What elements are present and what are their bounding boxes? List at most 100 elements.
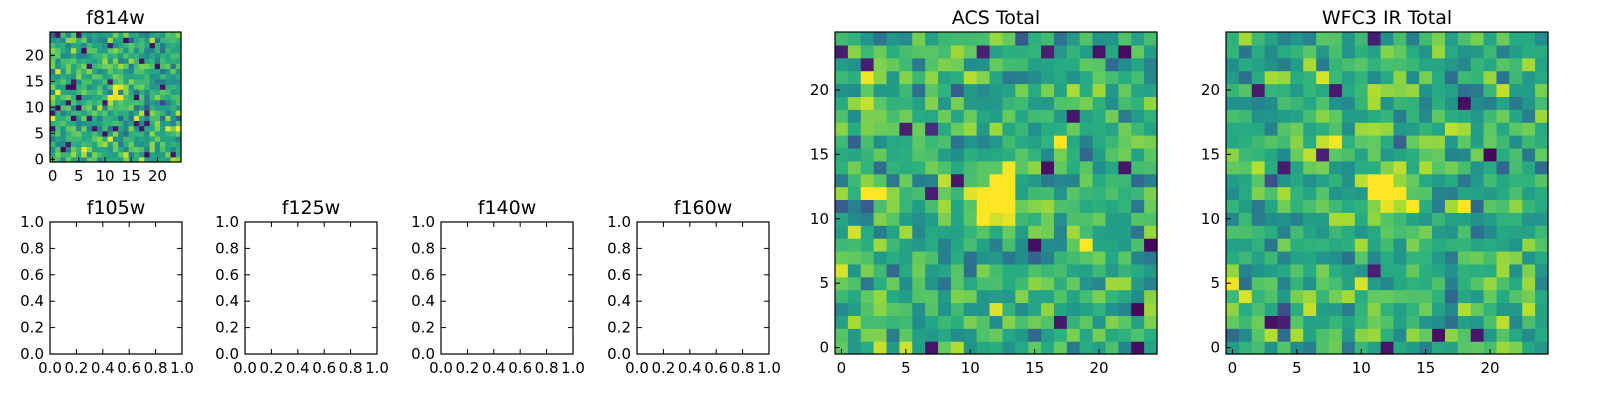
heatmap-cell: [1393, 160, 1407, 175]
heatmap-cell: [102, 136, 109, 142]
heatmap-cell: [123, 89, 130, 95]
heatmap-cell: [976, 96, 991, 110]
heatmap-cell: [950, 302, 965, 316]
heatmap-cell: [835, 225, 849, 239]
heatmap-cell: [1470, 83, 1485, 97]
heatmap-cell: [1002, 109, 1016, 123]
heatmap-cell: [1457, 341, 1472, 355]
heatmap-cell: [912, 173, 926, 188]
heatmap-cell: [1509, 173, 1523, 188]
heatmap-cell: [1092, 147, 1107, 162]
heatmap-cell: [1483, 225, 1498, 239]
heatmap-cell: [873, 276, 888, 291]
heatmap-cell: [912, 238, 926, 252]
heatmap-cell: [1509, 302, 1523, 316]
heatmap-cell: [1406, 302, 1420, 316]
heatmap-cell: [170, 156, 177, 163]
heatmap-cell: [165, 68, 172, 75]
heatmap-cell: [102, 37, 109, 43]
heatmap-cell: [1316, 250, 1330, 265]
heatmap-cell: [1354, 289, 1369, 304]
heatmap-cell: [899, 44, 913, 59]
heatmap-cell: [76, 89, 83, 95]
heatmap-cell: [165, 130, 172, 137]
heatmap-cell: [76, 104, 83, 111]
heatmap-cell: [1290, 122, 1304, 136]
heatmap-cell: [950, 96, 965, 110]
heatmap-cell: [976, 263, 991, 278]
heatmap-cell: [1226, 83, 1240, 97]
heatmap-cell: [912, 212, 926, 226]
heatmap-cell: [873, 212, 888, 226]
heatmap-cell: [144, 120, 151, 127]
heatmap-cell: [1041, 96, 1055, 110]
heatmap-cell: [1053, 199, 1068, 213]
heatmap-cell: [1367, 135, 1382, 149]
heatmap-cell: [1432, 109, 1446, 123]
heatmap-cell: [118, 42, 124, 49]
heatmap-cell: [1406, 250, 1420, 265]
heatmap-cell: [133, 52, 140, 59]
heatmap-cell: [86, 104, 93, 111]
heatmap-cell: [97, 37, 103, 43]
heatmap-cell: [925, 315, 939, 329]
axes-frame: [49, 221, 183, 355]
heatmap-cell: [165, 63, 172, 69]
heatmap-cell: [950, 238, 965, 252]
x-tick-label: 0.2: [455, 359, 479, 377]
heatmap-cell: [133, 146, 140, 153]
heatmap-cell: [102, 63, 109, 69]
heatmap-cell: [107, 42, 114, 49]
heatmap-cell: [1028, 109, 1042, 123]
heatmap-cell: [97, 78, 103, 85]
heatmap-cell: [1444, 276, 1459, 291]
heatmap-cell: [925, 186, 939, 201]
heatmap-cell: [1393, 341, 1407, 355]
heatmap-cell: [1406, 32, 1420, 46]
heatmap-cell: [118, 99, 124, 106]
heatmap-cell: [1053, 173, 1068, 188]
heatmap-cell: [1406, 263, 1420, 278]
heatmap-cell: [160, 78, 166, 85]
heatmap-cell: [860, 289, 875, 304]
heatmap-cell: [963, 173, 978, 188]
heatmap-cell: [912, 341, 926, 355]
heatmap-cell: [55, 37, 62, 43]
heatmap-cell: [1041, 83, 1055, 97]
heatmap-cell: [97, 115, 103, 121]
heatmap-cell: [1522, 238, 1536, 252]
heatmap-cell: [989, 341, 1004, 355]
heatmap-cell: [133, 37, 140, 43]
heatmap-cell: [170, 63, 177, 69]
heatmap-cell: [1341, 186, 1356, 201]
heatmap-cell: [1354, 44, 1369, 59]
heatmap-cell: [1496, 160, 1510, 175]
heatmap-cell: [1105, 212, 1119, 226]
heatmap-cell: [133, 94, 140, 101]
heatmap-cell: [1002, 199, 1016, 213]
heatmap-cell: [1354, 238, 1369, 252]
heatmap-cell: [1251, 328, 1266, 342]
heatmap-cell: [170, 104, 177, 111]
heatmap-cell: [1041, 212, 1055, 226]
heatmap-cell: [1316, 135, 1330, 149]
heatmap-cell: [860, 57, 875, 72]
heatmap-cell: [97, 73, 103, 80]
heatmap-cell: [1522, 173, 1536, 188]
heatmap-cell: [65, 115, 72, 121]
heatmap-cell: [1367, 57, 1382, 72]
heatmap-cell: [60, 94, 67, 101]
heatmap-cell: [91, 110, 98, 116]
heatmap-cell: [170, 146, 177, 153]
heatmap-cell: [835, 276, 849, 291]
heatmap-cell: [1496, 276, 1510, 291]
heatmap-cell: [1367, 263, 1382, 278]
heatmap-cell: [925, 96, 939, 110]
heatmap-cells: [835, 32, 1158, 355]
heatmap-cell: [1432, 160, 1446, 175]
heatmap-cell: [175, 32, 182, 38]
heatmap-cell: [1118, 341, 1132, 355]
heatmap-cell: [70, 32, 77, 38]
heatmap-cell: [1105, 289, 1119, 304]
heatmap-cell: [1028, 135, 1042, 149]
